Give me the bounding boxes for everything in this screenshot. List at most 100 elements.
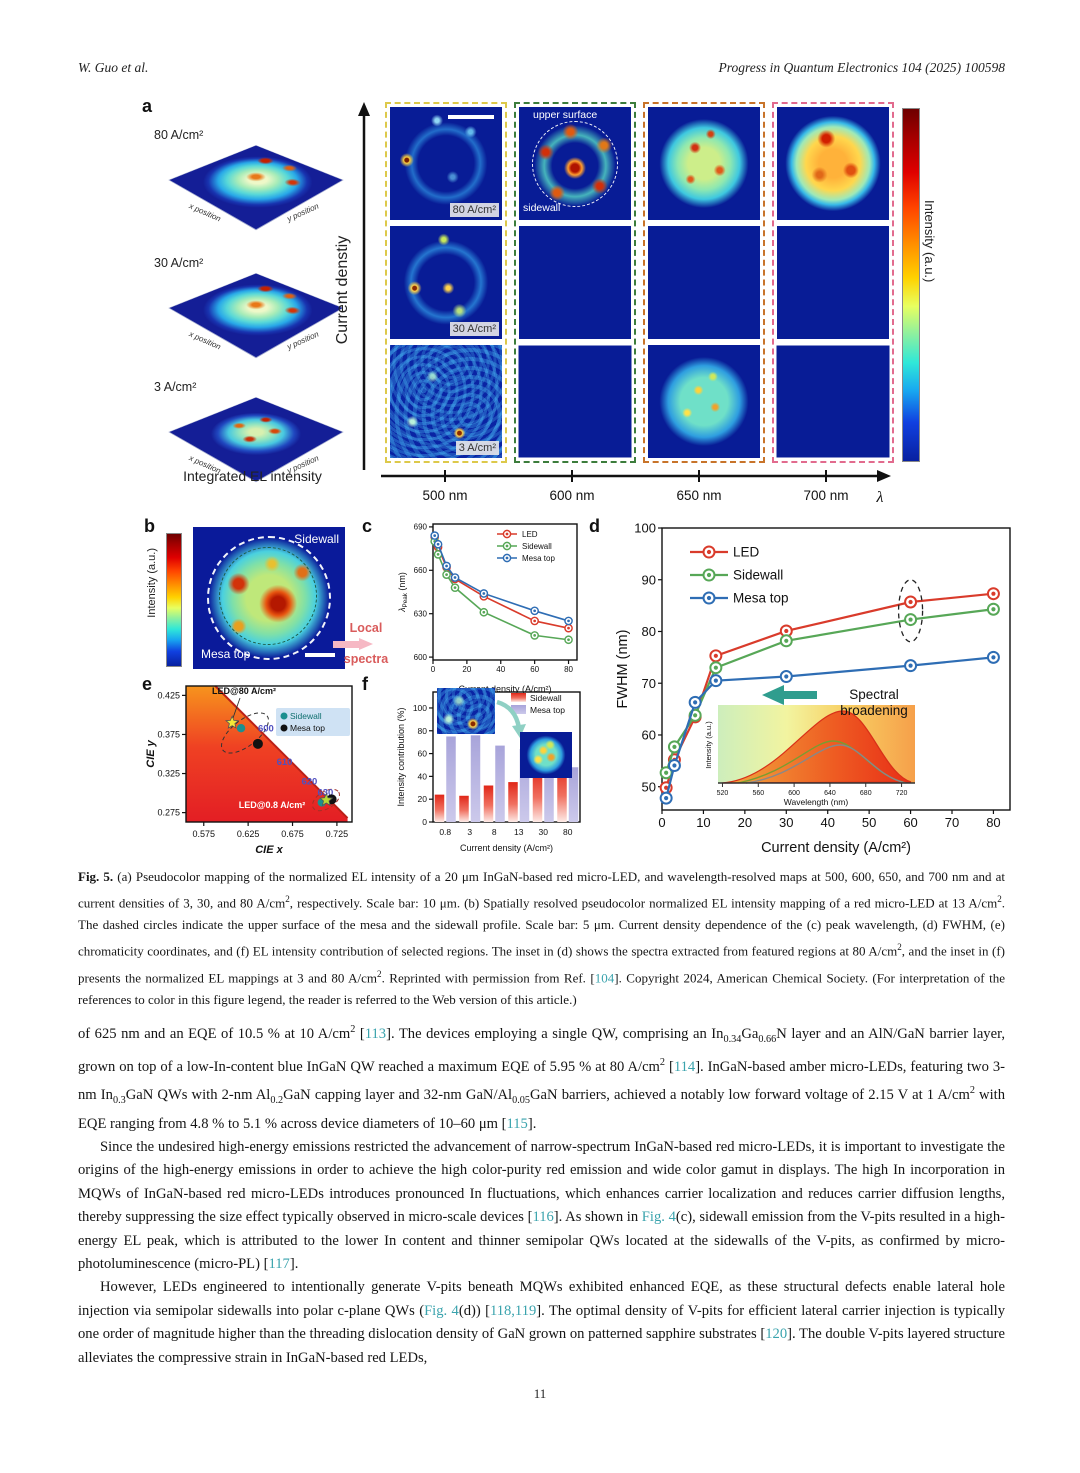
- svg-text:80: 80: [564, 665, 573, 674]
- svg-text:Current density (A/cm²): Current density (A/cm²): [458, 684, 551, 694]
- upper-surface-circle: [207, 536, 331, 660]
- ref-link[interactable]: 117: [268, 1256, 290, 1273]
- svg-text:70: 70: [945, 815, 959, 830]
- scale-bar: [305, 653, 335, 657]
- el-intensity-map-b: Sidewall Mesa top: [193, 527, 345, 669]
- svg-text:100: 100: [413, 703, 427, 713]
- text-segment: (a) Pseudocolor mapping of the normalize…: [78, 869, 1005, 911]
- surface-plot-3: 3 A/cm² x position y position: [148, 364, 353, 492]
- local-spectra-arrow-icon: [333, 638, 373, 650]
- text-segment: ]. The double V-pits layered structure a…: [78, 1326, 1005, 1366]
- svg-text:Intensity (a.u.): Intensity (a.u.): [704, 721, 713, 769]
- svg-text:8: 8: [492, 827, 497, 837]
- svg-text:40: 40: [820, 815, 834, 830]
- svg-text:Mesa top: Mesa top: [530, 705, 565, 715]
- ref-link[interactable]: 104: [594, 969, 615, 985]
- surface-plot-1: 80 A/cm² x position y position: [148, 112, 353, 240]
- svg-text:0.275: 0.275: [157, 808, 180, 818]
- svg-text:0.375: 0.375: [157, 729, 180, 739]
- el-map-r3-c2: [518, 345, 632, 458]
- svg-text:680: 680: [860, 790, 872, 797]
- local-spectra-annotation: Local spectra: [333, 622, 392, 666]
- body-text: of 625 nm and an EQE of 10.5 % at 10 A/c…: [78, 1018, 1005, 1370]
- text-segment: ]. The optimal density of V-pits for eff…: [78, 1302, 1005, 1343]
- text-segment: [: [355, 1025, 365, 1042]
- sidewall-annotation: Sidewall: [294, 532, 339, 546]
- svg-text:CIE y: CIE y: [145, 739, 157, 767]
- svg-text:0.575: 0.575: [192, 829, 215, 839]
- text-segment: , and the inset in (f) presents the norm…: [78, 943, 1006, 985]
- ref-link[interactable]: 118,119: [489, 1302, 537, 1319]
- ref-link[interactable]: 116: [532, 1209, 554, 1226]
- text-segment: (c), sidewall emission from the V-pits r…: [78, 1209, 1006, 1273]
- svg-text:80: 80: [642, 624, 656, 639]
- colorbar-a: [902, 108, 920, 462]
- svg-text:Mesa top: Mesa top: [733, 591, 789, 606]
- el-map-r2-c4: [777, 226, 889, 339]
- svg-text:620: 620: [301, 776, 317, 787]
- panel-d-label: d: [589, 516, 600, 536]
- svg-text:LED@0.8 A/cm²: LED@0.8 A/cm²: [239, 800, 305, 810]
- svg-text:600: 600: [788, 790, 800, 797]
- map-column-500nm: 80 A/cm² 30 A/cm² 3 A/cm²: [385, 102, 507, 463]
- panel-d-chart: 0 10 20 30 40 50 60 70 80 50 60 70 80 90 100 Current de…: [615, 521, 1011, 856]
- panel-f-label: f: [362, 674, 368, 694]
- text-segment: ]. The devices employing a single QW, co…: [386, 1025, 724, 1042]
- panel-f-inset-map-3acm2: [437, 688, 495, 734]
- svg-text:520: 520: [717, 790, 729, 797]
- svg-text:broadening: broadening: [840, 703, 908, 718]
- svg-text:10: 10: [696, 815, 710, 830]
- text-segment: GaN capping layer and 32-nm GaN/Al: [283, 1087, 513, 1104]
- map-current-label: 3 A/cm²: [455, 441, 499, 455]
- ref-link[interactable]: 114: [673, 1059, 696, 1076]
- svg-text:Sidewall: Sidewall: [522, 542, 552, 551]
- svg-text:500 nm: 500 nm: [422, 488, 467, 503]
- svg-text:40: 40: [418, 771, 428, 781]
- svg-text:100: 100: [634, 521, 656, 536]
- local-spectra-line2: spectra: [343, 652, 389, 666]
- svg-text:Intensity contribution (%): Intensity contribution (%): [396, 707, 406, 806]
- panel-b-label: b: [144, 516, 155, 536]
- mesa-circle: [219, 547, 317, 645]
- axis-arrowhead: [358, 102, 370, 116]
- running-header: W. Guo et al. Progress in Quantum Electr…: [78, 60, 1005, 76]
- colorbar-b: [166, 533, 182, 667]
- panel-d-inset: 520 560 600 640 680 720 Wavelength (nm) Intensi…: [704, 705, 915, 807]
- svg-text:630: 630: [317, 787, 333, 798]
- map-column-600nm: upper surface sidewall: [514, 102, 636, 463]
- svg-text:λ: λ: [876, 489, 884, 506]
- wavelength-axis: 500 nm 600 nm 650 nm 700 nm λ: [381, 470, 891, 506]
- ref-link[interactable]: 115: [506, 1115, 528, 1132]
- page-number: 11: [533, 1386, 547, 1401]
- text-segment: ].: [527, 1115, 537, 1132]
- svg-text:20: 20: [462, 665, 471, 674]
- svg-text:60: 60: [418, 749, 428, 759]
- header-author: W. Guo et al.: [78, 60, 149, 75]
- el-map-r2-c2: [519, 226, 631, 339]
- text-segment: ].: [289, 1256, 299, 1273]
- text-segment: Since the undesired high-energy emission…: [78, 1139, 1005, 1226]
- svg-text:20: 20: [738, 815, 752, 830]
- panel-e-chart: 0.575 0.625 0.675 0.725 0.275 0.325 0.375 0.425…: [145, 685, 353, 856]
- text-segment: GaN QWs with 2-nm Al: [125, 1087, 271, 1104]
- panel-c-chart: 0 20 40 60 80 600 630 660 690 Current density (A/…: [397, 523, 578, 694]
- ref-link[interactable]: Fig. 4: [424, 1302, 459, 1319]
- ref-link[interactable]: 113: [364, 1025, 387, 1042]
- svg-text:0.425: 0.425: [157, 690, 180, 700]
- svg-text:40: 40: [496, 665, 505, 674]
- svg-text:80: 80: [563, 827, 573, 837]
- text-segment: , respectively. Scale bar: 10 μm. (b) Sp…: [289, 895, 998, 911]
- svg-text:80: 80: [418, 726, 428, 736]
- svg-text:60: 60: [903, 815, 917, 830]
- surface-current-label: 80 A/cm²: [154, 128, 204, 142]
- svg-text:Current density (A/cm²): Current density (A/cm²): [761, 840, 911, 856]
- ref-link[interactable]: Fig. 4: [641, 1209, 676, 1226]
- text-segment: 2: [350, 1024, 356, 1035]
- el-map-r1-c2: upper surface sidewall: [519, 107, 631, 220]
- ref-link[interactable]: 120: [765, 1326, 788, 1343]
- svg-text:50: 50: [862, 815, 876, 830]
- note-sidewall: sidewall: [523, 202, 561, 214]
- panel-f-chart: 0 20 40 60 80 100 0.8 3 8 13 30 80 Current density (…: [396, 691, 581, 853]
- svg-text:LED: LED: [522, 530, 538, 539]
- svg-text:60: 60: [642, 728, 656, 743]
